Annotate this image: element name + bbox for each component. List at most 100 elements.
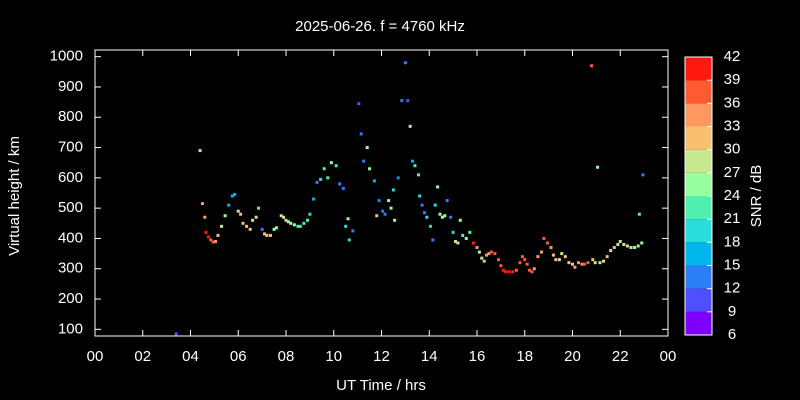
colorbar-tick-label: 21	[724, 210, 741, 227]
point	[523, 258, 527, 262]
point	[418, 194, 422, 198]
y-tick-label: 500	[58, 199, 83, 216]
point	[471, 241, 475, 245]
point	[203, 215, 207, 219]
point	[400, 99, 404, 103]
point	[551, 253, 555, 257]
point	[302, 221, 306, 225]
point	[602, 259, 606, 263]
point	[311, 197, 315, 201]
point	[344, 224, 348, 228]
point	[403, 61, 407, 65]
plot-area	[174, 61, 645, 336]
colorbar-tick-label: 15	[724, 256, 741, 273]
point	[539, 250, 543, 254]
point	[633, 246, 637, 250]
point	[605, 255, 609, 259]
colorbar-band	[685, 103, 712, 127]
colorbar-label: SNR / dB	[748, 165, 765, 228]
point	[381, 209, 385, 213]
point	[272, 227, 276, 231]
x-tick-label: 12	[373, 348, 390, 365]
point	[496, 258, 500, 262]
point	[393, 218, 397, 222]
point	[440, 215, 444, 219]
point	[464, 236, 468, 240]
point	[406, 99, 410, 103]
colorbar-tick-label: 36	[724, 94, 741, 111]
x-axis-label: UT Time / hrs	[336, 377, 426, 394]
y-axis-label: Virtual height / km	[6, 136, 23, 256]
point	[282, 215, 286, 219]
point	[554, 258, 558, 262]
point	[461, 233, 465, 237]
y-tick-label: 300	[58, 260, 83, 277]
point	[518, 261, 522, 265]
point	[286, 220, 290, 224]
point	[204, 230, 208, 234]
point	[296, 224, 300, 228]
x-tick-label: 02	[134, 348, 151, 365]
point	[609, 249, 613, 253]
colorbar-band	[685, 57, 712, 81]
point	[359, 132, 363, 136]
x-tick-label: 18	[516, 348, 533, 365]
point	[532, 267, 536, 271]
point	[449, 215, 453, 219]
point	[292, 223, 296, 227]
point	[389, 206, 393, 210]
point	[590, 64, 594, 68]
point	[254, 215, 258, 219]
point	[520, 255, 524, 259]
point	[612, 246, 616, 250]
point	[629, 246, 633, 250]
point	[545, 241, 549, 245]
point	[593, 261, 597, 265]
point	[298, 224, 302, 228]
colorbar-tick-label: 33	[724, 117, 741, 134]
y-tick-label: 600	[58, 169, 83, 186]
point	[422, 211, 426, 215]
point	[596, 165, 600, 169]
point	[493, 252, 497, 256]
point	[396, 176, 400, 180]
point	[216, 233, 220, 237]
colorbar-band	[685, 311, 712, 335]
point	[260, 227, 264, 231]
point	[622, 243, 626, 247]
point	[560, 252, 564, 256]
point	[347, 238, 351, 242]
point	[209, 238, 213, 242]
point	[413, 164, 417, 168]
point	[563, 255, 567, 259]
colorbar-tick-label: 27	[724, 164, 741, 181]
point	[265, 233, 269, 237]
point	[214, 239, 218, 243]
point	[511, 270, 515, 274]
point	[468, 230, 472, 234]
point	[289, 221, 293, 225]
point	[372, 179, 376, 183]
point	[365, 146, 369, 150]
point	[549, 246, 553, 250]
point	[445, 199, 449, 203]
point	[431, 238, 435, 242]
y-tick-label: 800	[58, 108, 83, 125]
point	[507, 270, 511, 274]
point	[322, 167, 326, 171]
point	[580, 262, 584, 266]
point	[362, 159, 366, 163]
point	[211, 240, 215, 244]
point	[251, 218, 255, 222]
point	[487, 252, 491, 256]
point	[263, 232, 267, 236]
y-tick-label: 1000	[50, 48, 83, 65]
point	[198, 149, 202, 153]
point	[598, 261, 602, 265]
point	[387, 199, 391, 203]
point	[480, 256, 484, 260]
colorbar-tick-label: 30	[724, 141, 741, 158]
point	[357, 102, 361, 106]
point	[239, 212, 243, 216]
